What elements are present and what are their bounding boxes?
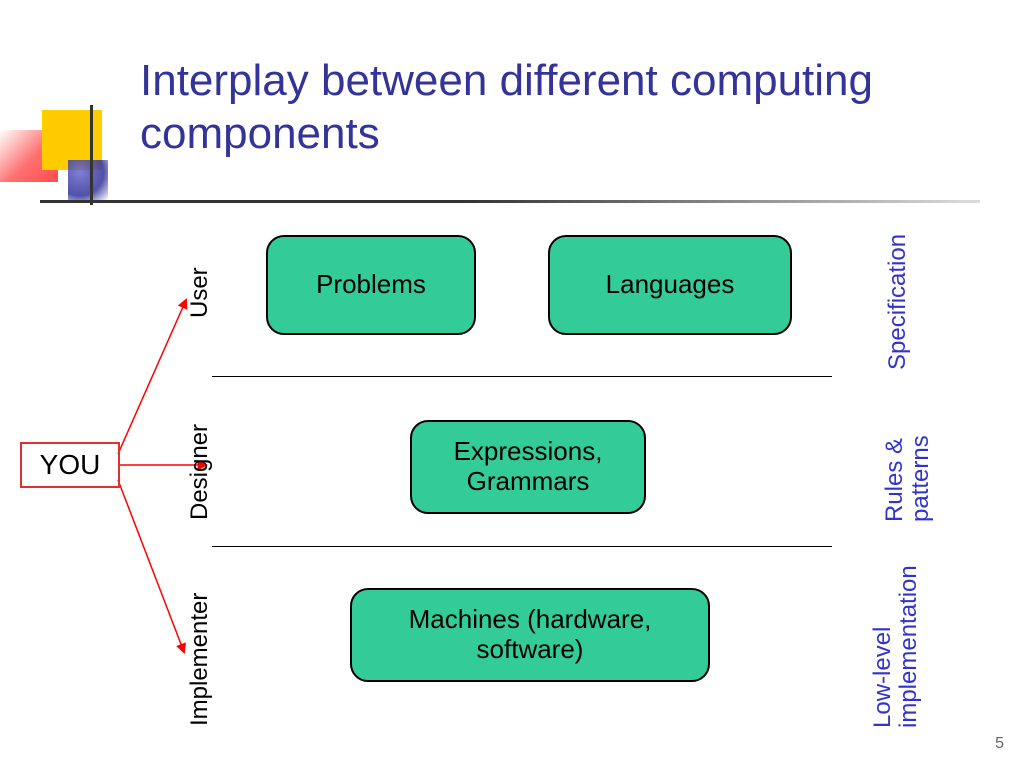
role-label: Implementer [186,593,214,726]
role-label: User [186,267,214,318]
arrow [118,300,186,454]
aspect-label: Low-levelimplementation [870,565,923,728]
pill-label: Problems [316,270,426,300]
pill-box: Expressions, Grammars [410,420,646,514]
section-divider [212,376,832,377]
pill-box: Languages [548,235,792,335]
pill-box: Problems [266,235,476,335]
aspect-label: Rules &patterns [882,435,935,522]
role-label: Designer [186,424,214,520]
pill-label: Machines (hardware, software) [368,605,692,665]
arrow [118,480,184,652]
pill-label: Expressions, Grammars [428,437,628,497]
you-label: YOU [40,449,101,481]
aspect-label: Specification [885,234,911,370]
page-number: 5 [995,735,1004,753]
pill-label: Languages [606,270,735,300]
you-box: YOU [20,442,120,488]
pill-box: Machines (hardware, software) [350,588,710,682]
slide: Interplay between different computing co… [0,0,1024,768]
section-divider [212,546,832,547]
